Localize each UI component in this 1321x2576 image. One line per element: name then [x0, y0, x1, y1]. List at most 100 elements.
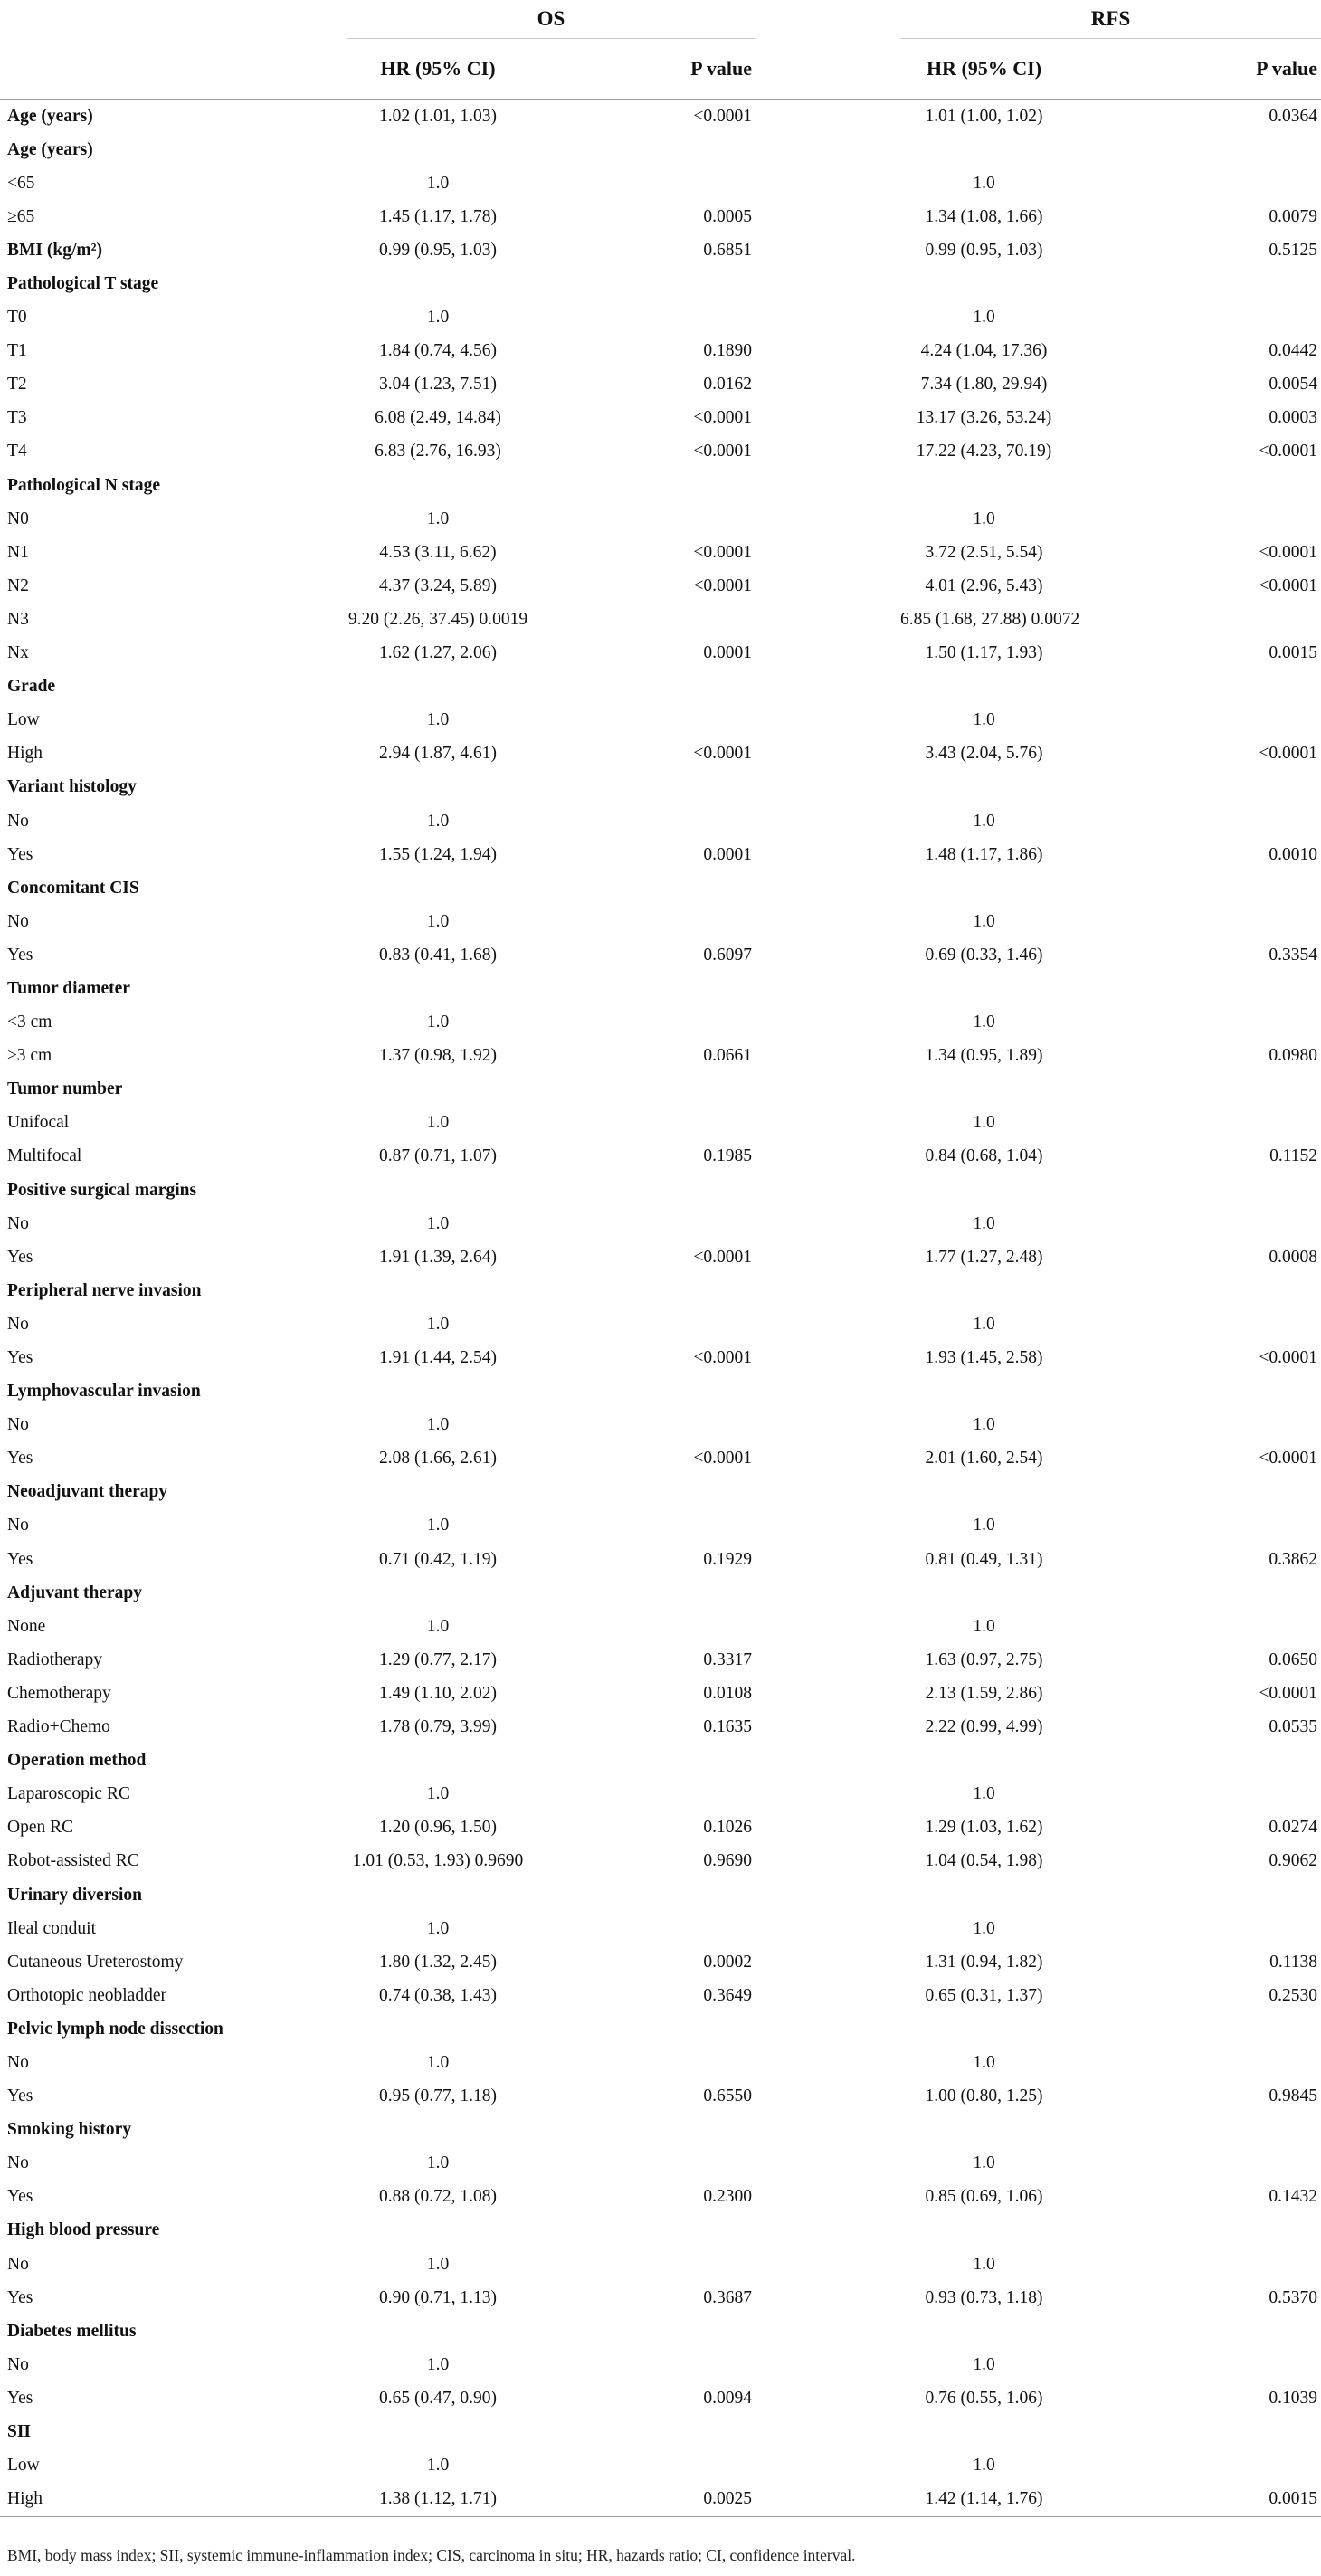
table-row: Yes 1.91 (1.39, 2.64) <0.0001 1.77 (1.27, 2… [0, 1240, 1321, 1274]
os-hr-cell: 1.0 [426, 173, 450, 193]
rfs-p-value-cell: <0.0001 [1259, 1449, 1318, 1469]
table-row: Chemotherapy 1.49 (1.10, 2.02) 0.0108 2.13 … [0, 1677, 1321, 1710]
rfs-p-value-cell [1068, 2214, 1321, 2248]
rfs-hr-cell: 4.24 (1.04, 17.36) [920, 341, 1048, 361]
rfs-p-value-cell [1068, 1476, 1321, 1509]
rfs-p-value-cell [1068, 2012, 1321, 2046]
variable-cell: ≥3 cm [7, 1046, 52, 1066]
variable-cell: Low [7, 710, 40, 730]
rfs-p-value-cell [1068, 1006, 1321, 1040]
rfs-p-value-cell: 0.1039 [1269, 2388, 1318, 2408]
gap-cell [756, 1375, 900, 1409]
os-hr-cell: 1.0 [426, 911, 450, 931]
variable-cell: BMI (kg/m²) [7, 240, 102, 260]
table-row: No 1.0 1.0 [0, 905, 1321, 938]
header-variable-cell [0, 38, 347, 100]
table-row: Yes 0.83 (0.41, 1.68) 0.6097 0.69 (0.33, 1.… [0, 938, 1321, 972]
rfs-p-value-cell: <0.0001 [1259, 1348, 1318, 1368]
os-p-value-cell [529, 267, 756, 300]
os-hr-cell [347, 2315, 529, 2348]
rfs-p-value-cell: 0.0650 [1269, 1649, 1318, 1669]
os-hr-cell: 1.0 [426, 2456, 450, 2476]
variable-cell: Pathological T stage [7, 274, 159, 294]
os-hr-cell [347, 2214, 529, 2248]
os-hr-cell: 4.53 (3.11, 6.62) [379, 542, 497, 562]
group-header-row: OS RFS [0, 0, 1321, 39]
gap-cell [756, 2181, 900, 2214]
os-p-value-cell [529, 301, 756, 335]
os-p-value-cell [529, 1375, 756, 1409]
gap-cell [756, 972, 900, 1005]
gap-cell [756, 1307, 900, 1341]
os-p-value-cell: 0.2300 [703, 2187, 752, 2207]
gap-cell [756, 166, 900, 200]
os-hr-cell: 0.87 (0.71, 1.07) [379, 1146, 497, 1166]
os-p-value-cell: <0.0001 [693, 1247, 752, 1267]
gap-cell [756, 502, 900, 536]
table-row: Radio+Chemo 1.78 (0.79, 3.99) 0.1635 2.22 (… [0, 1711, 1321, 1744]
gap-cell [756, 2012, 900, 2046]
section-header-row: Diabetes mellitus [0, 2315, 1321, 2348]
os-p-value-cell: 0.1635 [703, 1717, 752, 1737]
table-row: Yes 0.90 (0.71, 1.13) 0.3687 0.93 (0.73, 1.… [0, 2281, 1321, 2315]
os-hr-cell [347, 972, 529, 1005]
rfs-p-value-cell [1068, 1207, 1321, 1240]
os-hr-cell: 0.74 (0.38, 1.43) [379, 1985, 497, 2005]
rfs-p-value-cell: 0.9845 [1269, 2086, 1318, 2106]
rfs-hr-cell: 2.13 (1.59, 2.86) [925, 1683, 1043, 1703]
os-hr-cell: 1.62 (1.27, 2.06) [379, 643, 497, 663]
variable-cell: Yes [7, 2388, 33, 2408]
table-row: No 1.0 1.0 [0, 1307, 1321, 1341]
os-hr-cell [347, 1375, 529, 1409]
variable-cell: T0 [7, 308, 27, 328]
os-p-value-cell [529, 1174, 756, 1207]
os-p-value-cell: 0.0108 [703, 1683, 752, 1703]
table-row: N0 1.0 1.0 [0, 502, 1321, 536]
os-p-value-cell: <0.0001 [693, 106, 752, 126]
rfs-p-value-cell: 0.1152 [1269, 1146, 1318, 1166]
rfs-p-value-cell: 0.1138 [1269, 1952, 1318, 1972]
rfs-hr-cell [900, 2315, 1068, 2348]
gap-cell [756, 100, 900, 134]
gap-cell [756, 1912, 900, 1945]
rfs-hr-cell [900, 1576, 1068, 1610]
variable-cell: Positive surgical margins [7, 1180, 197, 1200]
rfs-p-value-cell [1068, 469, 1321, 502]
rfs-hr-cell: 1.50 (1.17, 1.93) [925, 643, 1043, 663]
rfs-hr-cell: 1.63 (0.97, 2.75) [925, 1649, 1043, 1669]
rfs-p-value-cell [1068, 871, 1321, 905]
table-row: No 1.0 1.0 [0, 2248, 1321, 2281]
table-row: No 1.0 1.0 [0, 2348, 1321, 2381]
header-gap-cell [756, 0, 900, 39]
rfs-hr-cell: 1.0 [973, 2052, 995, 2072]
rfs-p-value-cell: 0.0980 [1269, 1046, 1318, 1066]
variable-cell: No [7, 1516, 29, 1535]
gap-cell [756, 1610, 900, 1643]
rfs-p-value-cell: 0.1432 [1269, 2187, 1318, 2207]
variable-cell: No [7, 2153, 29, 2173]
rfs-p-value-cell [1068, 1375, 1321, 1409]
rfs-hr-cell [900, 1375, 1068, 1409]
rfs-p-value-cell: 0.0010 [1269, 844, 1318, 864]
rfs-p-value-cell [1068, 603, 1321, 636]
variable-cell: Orthotopic neobladder [7, 1985, 166, 2005]
rfs-p-value-cell: <0.0001 [1259, 1683, 1318, 1703]
table-row: Yes 0.65 (0.47, 0.90) 0.0094 0.76 (0.55, 1.… [0, 2381, 1321, 2415]
variable-cell: No [7, 2052, 29, 2072]
gap-cell [756, 1509, 900, 1543]
gap-cell [756, 2248, 900, 2281]
rfs-p-value-cell: <0.0001 [1259, 542, 1318, 562]
os-p-value-cell [529, 2315, 756, 2348]
rfs-p-value-cell: 0.3354 [1269, 945, 1318, 965]
os-p-value-cell [529, 1307, 756, 1341]
variable-cell: No [7, 811, 29, 831]
gap-cell [756, 1643, 900, 1677]
os-p-value-cell: 0.0094 [703, 2388, 752, 2408]
variable-cell: No [7, 911, 29, 931]
gap-cell [756, 267, 900, 300]
os-hr-cell: 1.55 (1.24, 1.94) [379, 844, 497, 864]
rfs-hr-cell: 1.0 [973, 1784, 995, 1804]
gap-cell [756, 1006, 900, 1040]
rfs-hr-cell: 1.0 [973, 1113, 995, 1133]
variable-cell: Adjuvant therapy [7, 1583, 142, 1602]
